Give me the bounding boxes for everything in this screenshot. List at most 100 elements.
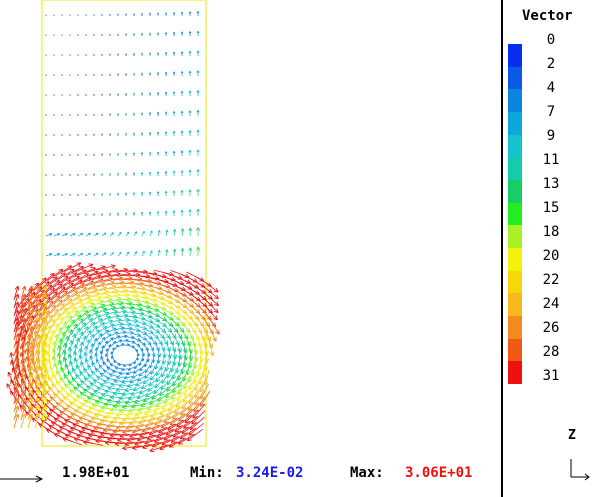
vector-arrow [164, 111, 168, 116]
vector-plot-viewport[interactable] [0, 0, 500, 460]
vector-arrow [63, 262, 82, 273]
status-bar: 1.98E+01 Min: 3.24E-02 Max: 3.06E+01 [0, 460, 500, 490]
vector-arrow [150, 337, 158, 345]
vector-arrow [148, 132, 152, 136]
vector-arrow [47, 358, 54, 374]
vector-arrow [188, 247, 193, 257]
vector-arrow [27, 285, 34, 301]
vector-arrow [117, 173, 119, 176]
vector-arrow [13, 325, 20, 341]
vector-arrow [20, 317, 27, 333]
vector-arrow [41, 341, 48, 357]
vector-arrow [27, 381, 34, 397]
colorbar-tick-label: 31 [542, 368, 560, 384]
vector-arrow [45, 214, 47, 216]
vector-arrow [188, 169, 192, 176]
vector-arrow [61, 54, 63, 56]
vector-arrow [133, 53, 135, 56]
vector-arrow [125, 192, 127, 196]
vector-arrow [45, 114, 47, 116]
vector-arrow [138, 335, 147, 341]
panel-divider [501, 0, 503, 497]
vector-arrow [69, 114, 71, 116]
vector-arrow [188, 50, 192, 56]
vector-arrow [157, 12, 159, 16]
vector-arrow [180, 51, 184, 56]
vector-arrow [87, 365, 94, 374]
vector-arrow [180, 170, 184, 176]
vector-arrow [27, 405, 34, 421]
vector-arrow [172, 190, 176, 196]
vector-arrow [196, 169, 200, 176]
vector-arrow [156, 52, 160, 56]
vector-arrow [53, 74, 55, 76]
vector-arrow [101, 93, 103, 96]
vector-arrow [93, 34, 95, 36]
vector-arrow [159, 361, 164, 371]
vector-arrow [128, 419, 147, 426]
vector-arrow [117, 362, 124, 366]
vector-arrow [53, 34, 55, 36]
vector-arrow [138, 370, 146, 377]
vector-arrow [125, 132, 127, 136]
vector-arrow [125, 330, 134, 335]
vector-arrow [41, 349, 48, 365]
vector-arrow [53, 134, 55, 136]
vector-arrow [103, 276, 123, 282]
vector-arrow [117, 13, 119, 16]
vector-arrow [53, 114, 55, 116]
vector-arrow [156, 72, 160, 76]
vector-arrow [122, 363, 130, 367]
vector-arrow [125, 13, 127, 16]
vector-arrow [112, 347, 115, 354]
vector-arrow [113, 335, 121, 340]
vector-arrow [34, 389, 41, 405]
reference-vector-value: 1.98E+01 [62, 465, 130, 481]
vector-arrow [41, 293, 48, 309]
vector-arrow [41, 285, 48, 301]
vector-arrow [53, 233, 61, 237]
vector-arrow [93, 252, 99, 257]
vector-arrow [20, 365, 27, 381]
vector-arrow [169, 413, 186, 426]
vector-arrow [93, 193, 95, 196]
vector-arrow [85, 153, 87, 156]
vector-arrow [164, 52, 168, 56]
vector-arrow [140, 152, 144, 156]
vector-arrow [27, 301, 34, 317]
vector-arrow [188, 70, 192, 76]
vector-arrow [133, 92, 135, 96]
vector-arrow [13, 333, 20, 349]
vector-arrow [133, 251, 137, 257]
vector-arrow [27, 333, 34, 349]
vector-arrow [85, 252, 91, 257]
colorbar-segment [508, 157, 522, 181]
colorbar-segment [508, 66, 522, 90]
vector-arrow [123, 343, 130, 347]
colorbar-segment [508, 293, 522, 317]
vector-arrow [45, 174, 47, 176]
vector-arrow [144, 333, 153, 340]
vector-arrow [172, 210, 176, 216]
vector-arrow [160, 418, 178, 429]
vector-arrow [125, 93, 127, 96]
vector-arrow [121, 338, 129, 343]
vector-arrow [196, 70, 200, 76]
vector-arrow [142, 395, 156, 402]
vector-arrow [204, 299, 219, 314]
vector-arrow [27, 389, 34, 405]
vector-arrow [180, 31, 184, 36]
vector-arrow [101, 173, 103, 176]
vector-arrow [41, 365, 48, 381]
vector-arrow [27, 341, 34, 357]
colorbar-tick-label: 2 [546, 56, 556, 72]
vector-arrow [101, 345, 105, 353]
vector-arrow [86, 339, 91, 349]
axis-triad-icon [570, 459, 590, 481]
min-label: Min: [190, 465, 224, 481]
vector-arrow [101, 133, 103, 136]
vector-arrow [41, 333, 48, 349]
vector-arrow [117, 113, 119, 116]
vector-arrow [53, 14, 55, 16]
vector-arrow [69, 94, 71, 96]
